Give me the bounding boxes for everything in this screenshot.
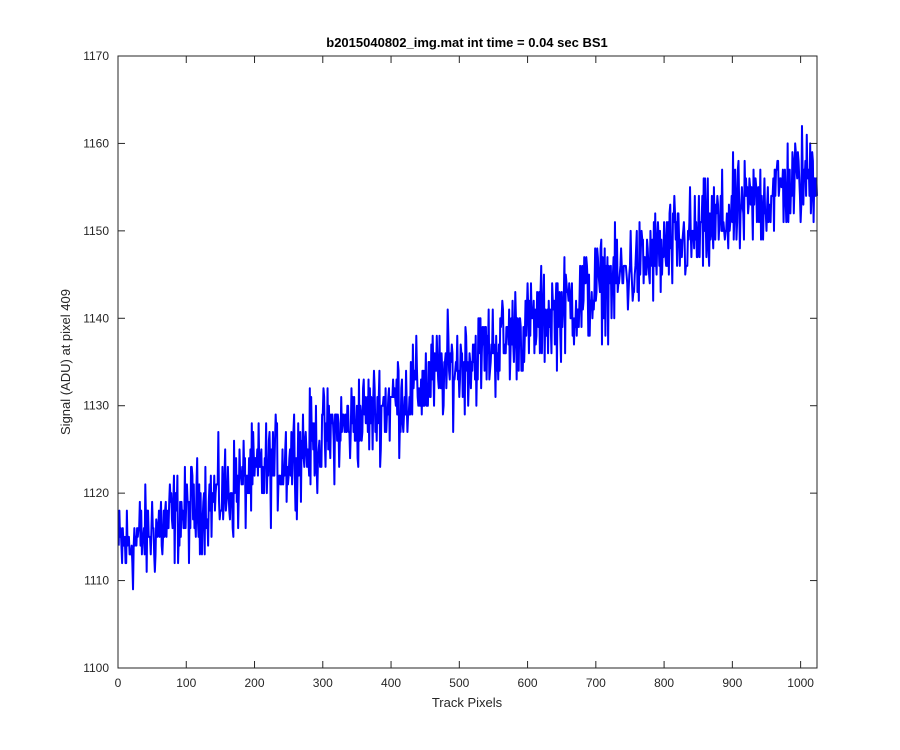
x-tick-label: 500 (449, 676, 469, 690)
y-tick-label: 1100 (83, 661, 109, 675)
y-tick-label: 1170 (83, 49, 109, 63)
x-tick-label: 100 (176, 676, 196, 690)
x-axis-label: Track Pixels (432, 695, 503, 710)
x-tick-label: 200 (245, 676, 265, 690)
x-tick-label: 0 (115, 676, 122, 690)
y-tick-label: 1120 (83, 486, 109, 500)
x-tick-label: 800 (654, 676, 674, 690)
x-axis-ticks: 0 100 200 300 400 500 600 700 800 900 1000 (115, 56, 814, 690)
signal-series-line (117, 124, 818, 591)
x-tick-label: 300 (313, 676, 333, 690)
y-tick-label: 1140 (83, 311, 109, 325)
y-tick-label: 1130 (83, 399, 109, 413)
x-tick-label: 600 (518, 676, 538, 690)
y-tick-label: 1160 (83, 136, 109, 150)
y-tick-label: 1110 (84, 574, 109, 588)
chart-title: b2015040802_img.mat int time = 0.04 sec … (326, 35, 607, 50)
series-layer (117, 124, 818, 591)
x-tick-label: 400 (381, 676, 401, 690)
y-axis-ticks: 1100 1110 1120 1130 1140 1150 1160 1170 (83, 49, 817, 675)
y-axis-label: Signal (ADU) at pixel 409 (58, 289, 73, 435)
x-tick-label: 700 (586, 676, 606, 690)
axes-box (117, 55, 818, 669)
x-tick-label: 900 (722, 676, 742, 690)
x-tick-label: 1000 (787, 676, 814, 690)
y-tick-label: 1150 (83, 224, 109, 238)
